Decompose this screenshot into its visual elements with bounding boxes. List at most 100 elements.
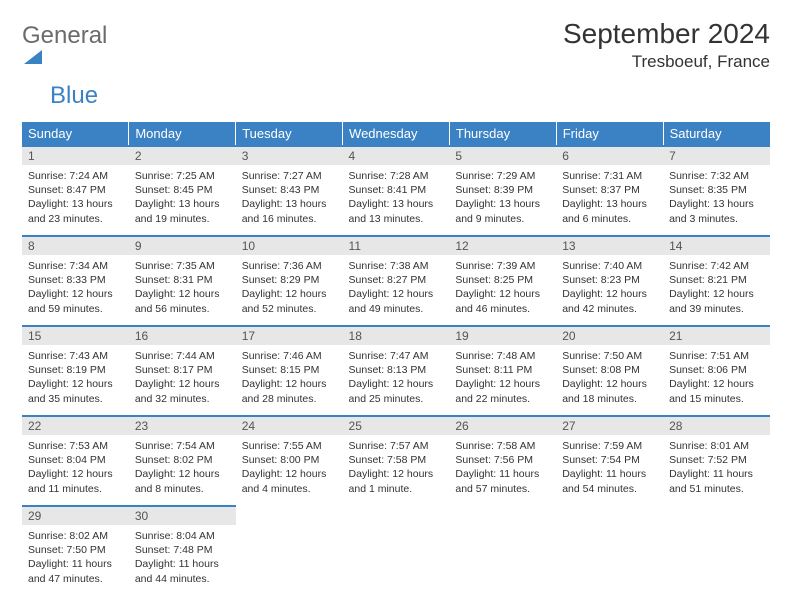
calendar-cell: 12Sunrise: 7:39 AMSunset: 8:25 PMDayligh… bbox=[449, 236, 556, 326]
day-number: 27 bbox=[556, 417, 663, 435]
day-detail: Sunrise: 7:36 AMSunset: 8:29 PMDaylight:… bbox=[236, 255, 343, 322]
day-number: 5 bbox=[449, 147, 556, 165]
day-number: 21 bbox=[663, 327, 770, 345]
day-detail: Sunrise: 7:54 AMSunset: 8:02 PMDaylight:… bbox=[129, 435, 236, 502]
calendar-table: SundayMondayTuesdayWednesdayThursdayFrid… bbox=[22, 122, 770, 596]
calendar-cell: 16Sunrise: 7:44 AMSunset: 8:17 PMDayligh… bbox=[129, 326, 236, 416]
calendar-cell: 6Sunrise: 7:31 AMSunset: 8:37 PMDaylight… bbox=[556, 146, 663, 236]
day-number: 16 bbox=[129, 327, 236, 345]
calendar-cell: 9Sunrise: 7:35 AMSunset: 8:31 PMDaylight… bbox=[129, 236, 236, 326]
day-number: 30 bbox=[129, 507, 236, 525]
day-detail: Sunrise: 7:57 AMSunset: 7:58 PMDaylight:… bbox=[343, 435, 450, 502]
logo-text-general: General bbox=[22, 22, 107, 49]
calendar-cell: 14Sunrise: 7:42 AMSunset: 8:21 PMDayligh… bbox=[663, 236, 770, 326]
day-detail: Sunrise: 8:01 AMSunset: 7:52 PMDaylight:… bbox=[663, 435, 770, 502]
calendar-cell: 29Sunrise: 8:02 AMSunset: 7:50 PMDayligh… bbox=[22, 506, 129, 596]
calendar-cell: 4Sunrise: 7:28 AMSunset: 8:41 PMDaylight… bbox=[343, 146, 450, 236]
day-number: 9 bbox=[129, 237, 236, 255]
calendar-cell: 10Sunrise: 7:36 AMSunset: 8:29 PMDayligh… bbox=[236, 236, 343, 326]
day-number: 18 bbox=[343, 327, 450, 345]
day-detail: Sunrise: 7:59 AMSunset: 7:54 PMDaylight:… bbox=[556, 435, 663, 502]
day-number: 10 bbox=[236, 237, 343, 255]
day-number: 17 bbox=[236, 327, 343, 345]
day-number: 8 bbox=[22, 237, 129, 255]
calendar-cell: 24Sunrise: 7:55 AMSunset: 8:00 PMDayligh… bbox=[236, 416, 343, 506]
day-detail: Sunrise: 8:04 AMSunset: 7:48 PMDaylight:… bbox=[129, 525, 236, 592]
day-number: 25 bbox=[343, 417, 450, 435]
day-detail: Sunrise: 7:39 AMSunset: 8:25 PMDaylight:… bbox=[449, 255, 556, 322]
calendar-cell: 27Sunrise: 7:59 AMSunset: 7:54 PMDayligh… bbox=[556, 416, 663, 506]
day-detail: Sunrise: 7:38 AMSunset: 8:27 PMDaylight:… bbox=[343, 255, 450, 322]
calendar-cell: 21Sunrise: 7:51 AMSunset: 8:06 PMDayligh… bbox=[663, 326, 770, 416]
calendar-cell: 13Sunrise: 7:40 AMSunset: 8:23 PMDayligh… bbox=[556, 236, 663, 326]
day-number: 15 bbox=[22, 327, 129, 345]
day-detail: Sunrise: 7:55 AMSunset: 8:00 PMDaylight:… bbox=[236, 435, 343, 502]
day-number: 23 bbox=[129, 417, 236, 435]
day-number: 11 bbox=[343, 237, 450, 255]
weekday-header: Saturday bbox=[663, 122, 770, 146]
day-detail: Sunrise: 7:34 AMSunset: 8:33 PMDaylight:… bbox=[22, 255, 129, 322]
day-detail: Sunrise: 7:43 AMSunset: 8:19 PMDaylight:… bbox=[22, 345, 129, 412]
calendar-cell: 1Sunrise: 7:24 AMSunset: 8:47 PMDaylight… bbox=[22, 146, 129, 236]
day-number: 14 bbox=[663, 237, 770, 255]
calendar-cell: 22Sunrise: 7:53 AMSunset: 8:04 PMDayligh… bbox=[22, 416, 129, 506]
day-detail: Sunrise: 7:42 AMSunset: 8:21 PMDaylight:… bbox=[663, 255, 770, 322]
day-detail: Sunrise: 7:51 AMSunset: 8:06 PMDaylight:… bbox=[663, 345, 770, 412]
day-number: 6 bbox=[556, 147, 663, 165]
day-number: 24 bbox=[236, 417, 343, 435]
calendar-cell: 19Sunrise: 7:48 AMSunset: 8:11 PMDayligh… bbox=[449, 326, 556, 416]
calendar-cell: 20Sunrise: 7:50 AMSunset: 8:08 PMDayligh… bbox=[556, 326, 663, 416]
day-detail: Sunrise: 7:25 AMSunset: 8:45 PMDaylight:… bbox=[129, 165, 236, 232]
calendar-cell: 28Sunrise: 8:01 AMSunset: 7:52 PMDayligh… bbox=[663, 416, 770, 506]
day-number: 13 bbox=[556, 237, 663, 255]
day-number: 22 bbox=[22, 417, 129, 435]
day-number: 1 bbox=[22, 147, 129, 165]
day-number: 20 bbox=[556, 327, 663, 345]
logo-text-blue: Blue bbox=[22, 82, 98, 109]
day-detail: Sunrise: 7:44 AMSunset: 8:17 PMDaylight:… bbox=[129, 345, 236, 412]
calendar-cell bbox=[556, 506, 663, 596]
calendar-cell bbox=[663, 506, 770, 596]
calendar-cell: 25Sunrise: 7:57 AMSunset: 7:58 PMDayligh… bbox=[343, 416, 450, 506]
calendar-cell: 30Sunrise: 8:04 AMSunset: 7:48 PMDayligh… bbox=[129, 506, 236, 596]
calendar-body: 1Sunrise: 7:24 AMSunset: 8:47 PMDaylight… bbox=[22, 146, 770, 596]
location-label: Tresboeuf, France bbox=[563, 52, 770, 72]
weekday-header: Monday bbox=[129, 122, 236, 146]
calendar-cell: 15Sunrise: 7:43 AMSunset: 8:19 PMDayligh… bbox=[22, 326, 129, 416]
calendar-cell: 2Sunrise: 7:25 AMSunset: 8:45 PMDaylight… bbox=[129, 146, 236, 236]
weekday-header: Tuesday bbox=[236, 122, 343, 146]
header: General Blue September 2024 Tresboeuf, F… bbox=[22, 18, 770, 108]
day-detail: Sunrise: 7:35 AMSunset: 8:31 PMDaylight:… bbox=[129, 255, 236, 322]
day-detail: Sunrise: 7:40 AMSunset: 8:23 PMDaylight:… bbox=[556, 255, 663, 322]
weekday-header: Thursday bbox=[449, 122, 556, 146]
day-detail: Sunrise: 7:32 AMSunset: 8:35 PMDaylight:… bbox=[663, 165, 770, 232]
calendar-cell: 26Sunrise: 7:58 AMSunset: 7:56 PMDayligh… bbox=[449, 416, 556, 506]
day-detail: Sunrise: 7:27 AMSunset: 8:43 PMDaylight:… bbox=[236, 165, 343, 232]
day-number: 2 bbox=[129, 147, 236, 165]
day-detail: Sunrise: 7:28 AMSunset: 8:41 PMDaylight:… bbox=[343, 165, 450, 232]
calendar-cell: 11Sunrise: 7:38 AMSunset: 8:27 PMDayligh… bbox=[343, 236, 450, 326]
logo: General Blue bbox=[22, 18, 109, 108]
day-number: 3 bbox=[236, 147, 343, 165]
weekday-header: Wednesday bbox=[343, 122, 450, 146]
weekday-header: Friday bbox=[556, 122, 663, 146]
day-detail: Sunrise: 7:48 AMSunset: 8:11 PMDaylight:… bbox=[449, 345, 556, 412]
day-number: 7 bbox=[663, 147, 770, 165]
day-detail: Sunrise: 7:24 AMSunset: 8:47 PMDaylight:… bbox=[22, 165, 129, 232]
day-detail: Sunrise: 7:46 AMSunset: 8:15 PMDaylight:… bbox=[236, 345, 343, 412]
calendar-cell: 5Sunrise: 7:29 AMSunset: 8:39 PMDaylight… bbox=[449, 146, 556, 236]
sail-icon bbox=[22, 48, 109, 66]
calendar-cell: 3Sunrise: 7:27 AMSunset: 8:43 PMDaylight… bbox=[236, 146, 343, 236]
day-detail: Sunrise: 7:47 AMSunset: 8:13 PMDaylight:… bbox=[343, 345, 450, 412]
day-detail: Sunrise: 7:53 AMSunset: 8:04 PMDaylight:… bbox=[22, 435, 129, 502]
calendar-cell: 17Sunrise: 7:46 AMSunset: 8:15 PMDayligh… bbox=[236, 326, 343, 416]
day-number: 4 bbox=[343, 147, 450, 165]
calendar-cell: 23Sunrise: 7:54 AMSunset: 8:02 PMDayligh… bbox=[129, 416, 236, 506]
day-detail: Sunrise: 8:02 AMSunset: 7:50 PMDaylight:… bbox=[22, 525, 129, 592]
day-detail: Sunrise: 7:29 AMSunset: 8:39 PMDaylight:… bbox=[449, 165, 556, 232]
calendar-header-row: SundayMondayTuesdayWednesdayThursdayFrid… bbox=[22, 122, 770, 146]
calendar-cell: 18Sunrise: 7:47 AMSunset: 8:13 PMDayligh… bbox=[343, 326, 450, 416]
calendar-cell bbox=[343, 506, 450, 596]
day-number: 28 bbox=[663, 417, 770, 435]
weekday-header: Sunday bbox=[22, 122, 129, 146]
